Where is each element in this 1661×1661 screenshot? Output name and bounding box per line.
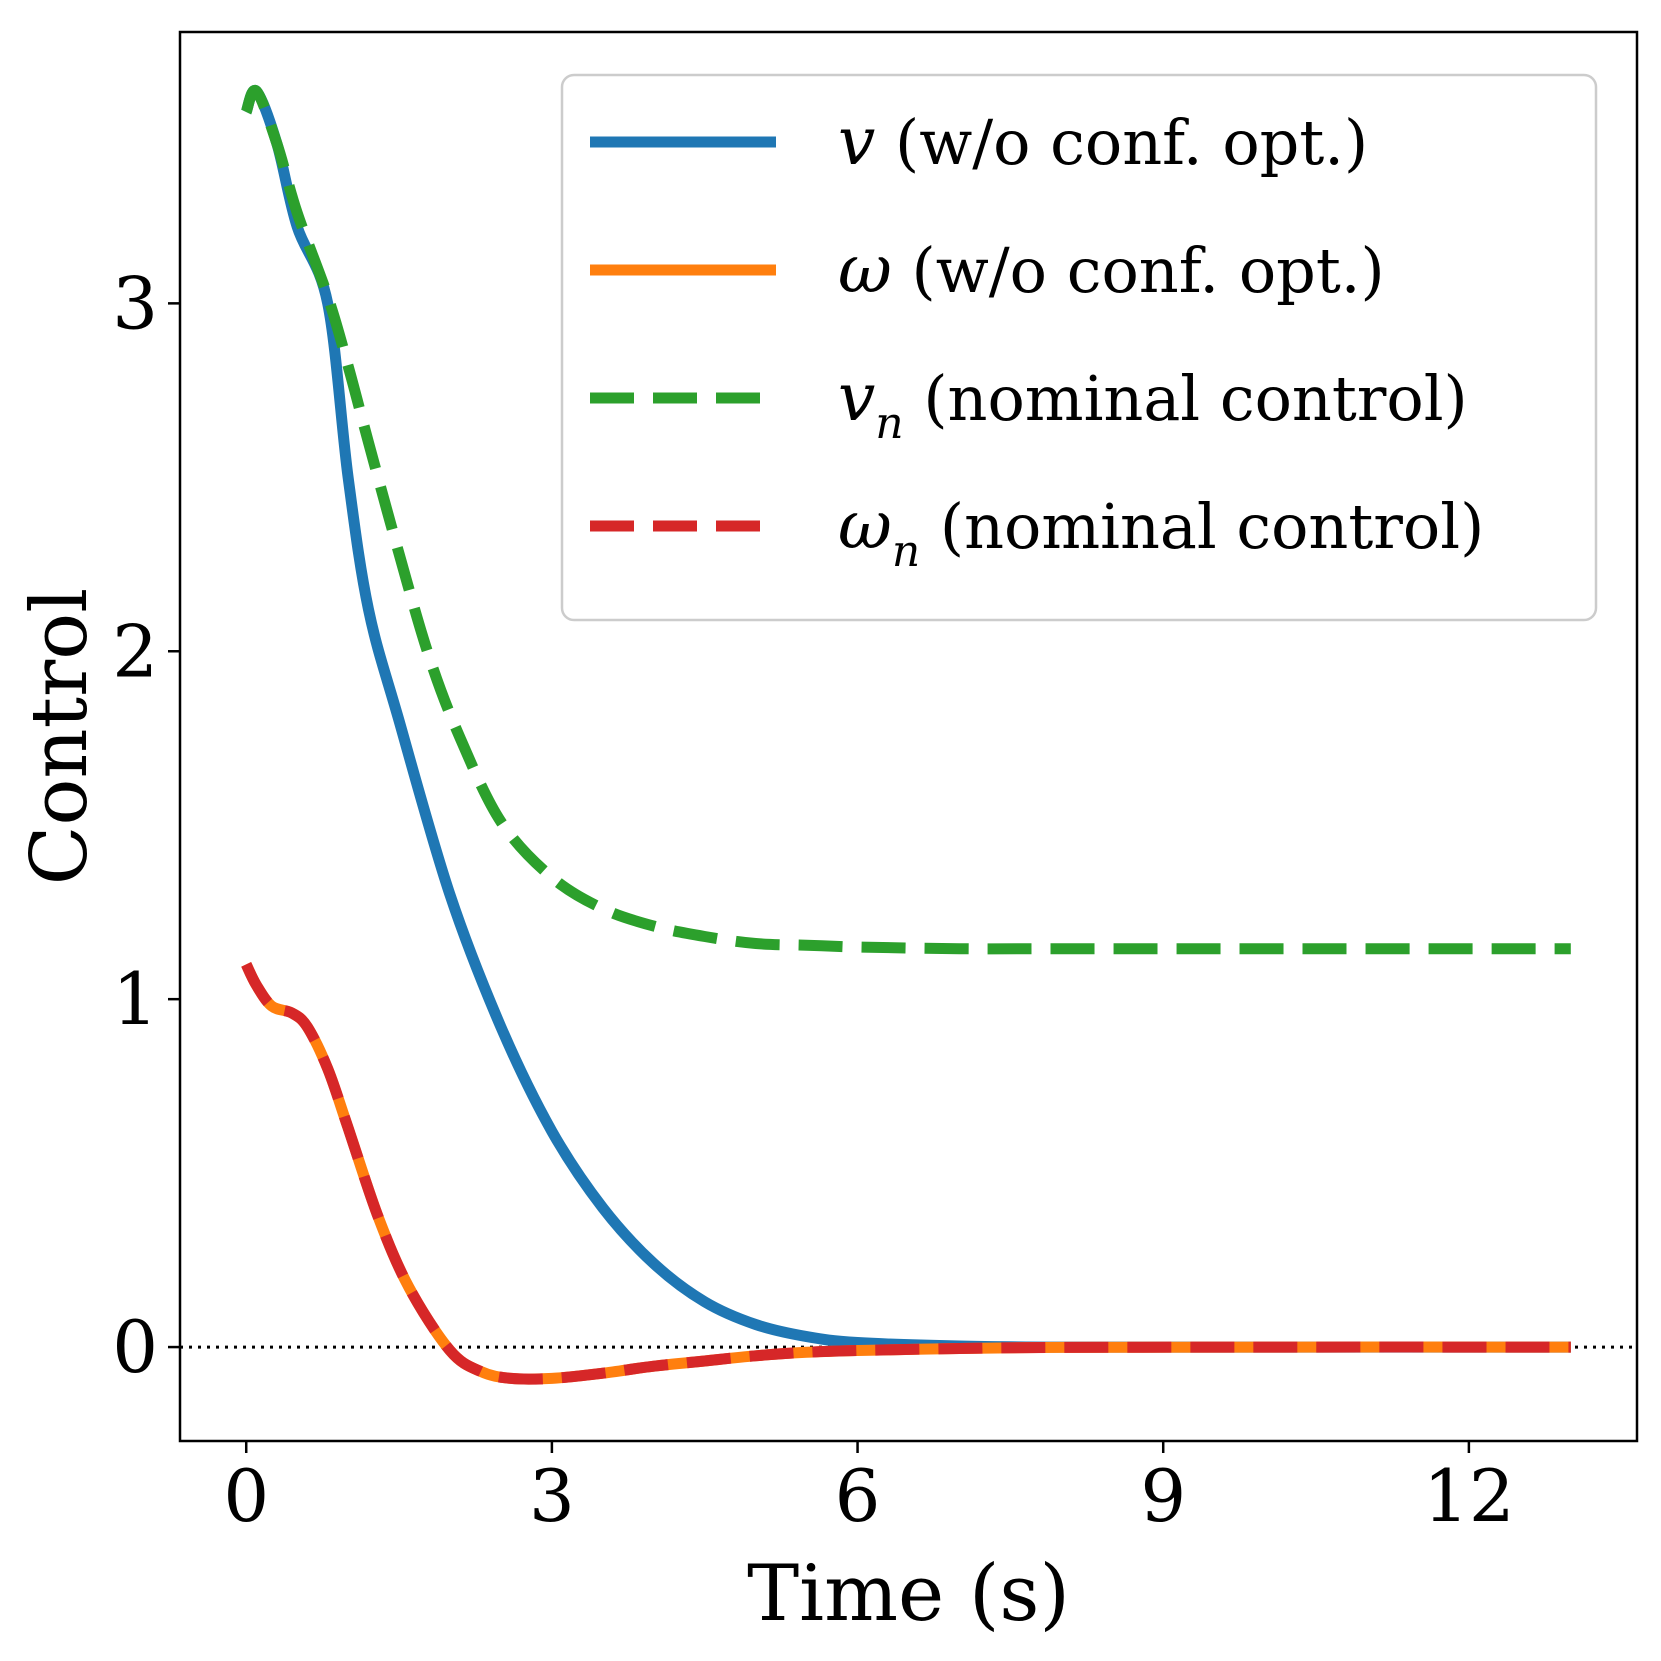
legend-entry-omega: ω (w/o conf. opt.) — [590, 231, 1385, 308]
legend: v (w/o conf. opt.) ω (w/o conf. opt.) vn (… — [560, 73, 1598, 622]
x-tick-label: 3 — [529, 1454, 575, 1538]
x-tick-label: 12 — [1423, 1454, 1515, 1538]
x-tick-label: 6 — [835, 1454, 881, 1538]
legend-entry-omega-nominal: ωn (nominal control) — [590, 487, 1484, 577]
omega-nominal-series-line — [241, 961, 1571, 1385]
omega-series-line — [241, 961, 1571, 1385]
legend-label: ωn (nominal control) — [838, 487, 1484, 577]
plot-area — [180, 84, 1637, 1385]
legend-entry-v: v (w/o conf. opt.) — [590, 103, 1368, 180]
y-tick-label: 3 — [112, 261, 158, 345]
legend-label: ω (w/o conf. opt.) — [838, 231, 1385, 308]
legend-label: vn (nominal control) — [838, 359, 1468, 449]
y-axis-label: Control — [15, 588, 105, 885]
legend-entry-v-nominal: vn (nominal control) — [590, 359, 1468, 449]
legend-box — [560, 73, 1598, 622]
y-tick-label: 1 — [112, 957, 158, 1041]
x-axis-label: Time (s) — [747, 1549, 1070, 1639]
x-tick-label: 9 — [1140, 1454, 1186, 1538]
x-tick-label: 0 — [223, 1454, 269, 1538]
y-tick-label: 2 — [112, 609, 158, 693]
y-tick-label: 0 — [112, 1305, 158, 1389]
plot-frame — [178, 30, 1639, 1443]
v-nominal-series-line — [240, 84, 1571, 955]
legend-label: v (w/o conf. opt.) — [838, 103, 1368, 180]
